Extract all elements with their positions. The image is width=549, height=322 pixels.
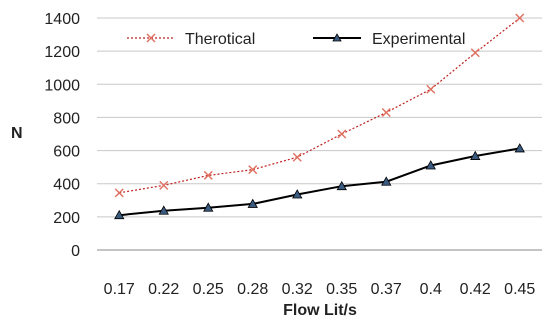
y-tick-label: 800 xyxy=(53,110,80,127)
y-tick-label: 0 xyxy=(71,243,80,260)
data-point-experimental xyxy=(381,176,392,186)
data-point-experimental xyxy=(470,150,481,160)
data-point-experimental xyxy=(336,180,347,191)
data-point-experimental xyxy=(203,202,214,212)
x-axis-ticks: 0.17 0.22 0.25 0.28 0.32 0.35 0.37 0.4 0.42 0.45 xyxy=(104,281,536,298)
x-tick-label: 0.45 xyxy=(504,281,535,298)
data-point-theoretical xyxy=(381,107,391,117)
y-tick-label: 1000 xyxy=(44,77,80,94)
legend-marker-experimental xyxy=(332,33,342,42)
data-point-experimental xyxy=(514,143,525,153)
x-axis-title: Flow Lit/s xyxy=(283,302,357,319)
y-tick-label: 1400 xyxy=(44,11,80,28)
data-point-theoretical xyxy=(515,13,525,23)
data-point-experimental xyxy=(114,209,125,220)
y-tick-label: 400 xyxy=(53,177,80,194)
legend-label-theoretical: Therotical xyxy=(185,31,255,48)
data-point-theoretical xyxy=(426,84,436,94)
x-tick-label: 0.25 xyxy=(193,281,224,298)
y-tick-label: 200 xyxy=(53,210,80,227)
x-tick-label: 0.17 xyxy=(104,281,135,298)
y-tick-label: 1200 xyxy=(44,44,80,61)
data-point-theoretical xyxy=(337,129,347,139)
x-tick-label: 0.35 xyxy=(326,281,357,298)
legend: Therotical Experimental xyxy=(127,31,465,48)
data-point-experimental xyxy=(292,189,303,199)
data-point-theoretical xyxy=(203,170,213,180)
data-point-experimental xyxy=(425,160,436,170)
data-point-theoretical xyxy=(114,188,124,198)
data-point-theoretical xyxy=(248,165,258,175)
x-tick-label: 0.42 xyxy=(460,281,491,298)
legend-marker-theoretical xyxy=(146,33,156,43)
x-tick-label: 0.32 xyxy=(282,281,313,298)
series-layer xyxy=(114,13,525,220)
y-axis-ticks: 0 200 400 600 800 1000 1200 1400 xyxy=(44,11,80,260)
data-point-experimental xyxy=(158,205,169,215)
series-line-theoretical xyxy=(119,17,521,194)
data-point-theoretical xyxy=(292,152,302,162)
data-point-experimental xyxy=(247,198,258,208)
gridlines xyxy=(97,17,542,218)
data-point-theoretical xyxy=(159,180,169,190)
y-axis-title: N xyxy=(11,125,23,142)
legend-label-experimental: Experimental xyxy=(372,31,465,48)
data-point-theoretical xyxy=(470,48,480,58)
series-line-experimental xyxy=(119,147,520,217)
x-tick-label: 0.37 xyxy=(371,281,402,298)
x-tick-label: 0.28 xyxy=(237,281,268,298)
x-tick-label: 0.22 xyxy=(148,281,179,298)
y-tick-label: 600 xyxy=(53,144,80,161)
x-tick-label: 0.4 xyxy=(420,281,442,298)
